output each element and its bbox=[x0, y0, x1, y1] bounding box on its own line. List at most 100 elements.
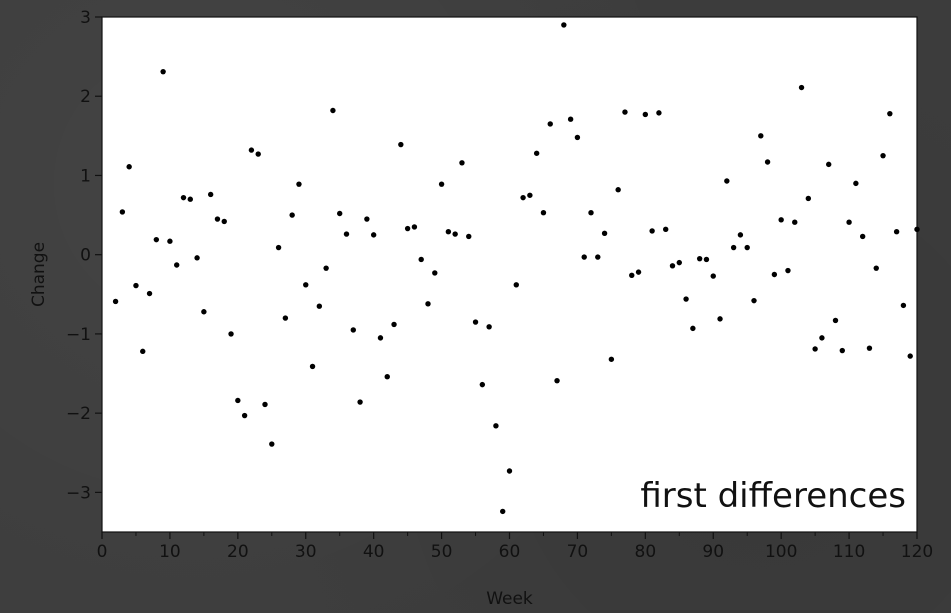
data-point bbox=[819, 335, 825, 341]
data-point bbox=[758, 133, 764, 139]
data-point bbox=[493, 423, 499, 429]
data-point bbox=[391, 321, 397, 328]
annotation-label: first differences bbox=[640, 476, 906, 516]
data-point bbox=[907, 353, 913, 359]
data-point bbox=[235, 397, 241, 404]
data-point bbox=[275, 244, 282, 251]
data-point bbox=[622, 109, 628, 115]
data-point bbox=[282, 315, 289, 321]
data-point bbox=[832, 317, 839, 324]
data-point bbox=[140, 348, 146, 355]
data-point bbox=[398, 141, 404, 148]
data-point bbox=[567, 116, 574, 122]
data-point bbox=[364, 216, 370, 222]
data-point bbox=[812, 346, 818, 352]
x-tick-label: 120 bbox=[901, 542, 933, 562]
data-point bbox=[873, 265, 879, 271]
data-point bbox=[330, 107, 336, 114]
x-tick-labels: 0 10 20 30 40 50 60 70 80 90 100 110 120 bbox=[97, 542, 934, 562]
x-tick-label: 60 bbox=[499, 542, 521, 562]
data-point bbox=[635, 269, 642, 275]
x-tick-label: 10 bbox=[159, 542, 181, 562]
x-tick-label: 40 bbox=[363, 542, 385, 562]
data-point bbox=[357, 399, 363, 405]
data-point bbox=[262, 401, 268, 408]
data-point bbox=[146, 290, 153, 297]
data-point bbox=[533, 150, 540, 156]
data-point bbox=[581, 254, 587, 260]
data-point bbox=[452, 231, 458, 237]
data-point bbox=[180, 194, 187, 201]
x-tick-label: 0 bbox=[97, 542, 108, 562]
data-point bbox=[649, 228, 655, 234]
data-point bbox=[513, 282, 519, 288]
data-point bbox=[323, 265, 329, 271]
data-point bbox=[486, 324, 492, 330]
data-point bbox=[187, 196, 193, 202]
data-point bbox=[241, 412, 248, 419]
data-point bbox=[255, 151, 261, 157]
y-tick-label: 2 bbox=[80, 87, 91, 107]
data-point bbox=[248, 147, 255, 153]
x-tick-label: 80 bbox=[635, 542, 657, 562]
x-tick-label: 20 bbox=[227, 542, 249, 562]
y-tick-labels: −3 −2 −1 0 1 2 3 bbox=[66, 8, 91, 503]
data-point bbox=[350, 327, 356, 333]
data-point bbox=[764, 159, 771, 165]
data-point bbox=[683, 296, 689, 302]
y-tick-label: −3 bbox=[66, 483, 91, 503]
data-point bbox=[384, 374, 390, 380]
data-point bbox=[846, 219, 852, 225]
y-axis-label: Change bbox=[29, 242, 49, 307]
data-point bbox=[839, 347, 845, 354]
data-point bbox=[506, 468, 513, 474]
data-point bbox=[798, 84, 805, 91]
data-point bbox=[153, 236, 160, 243]
x-tick-label: 100 bbox=[765, 542, 797, 562]
y-tick-label: 3 bbox=[80, 8, 91, 28]
plot-area bbox=[101, 16, 918, 533]
data-point bbox=[893, 229, 900, 235]
data-point bbox=[717, 316, 723, 322]
data-point bbox=[751, 297, 757, 304]
y-tick-label: −1 bbox=[66, 325, 91, 345]
data-point bbox=[900, 302, 907, 309]
y-tick-label: 1 bbox=[80, 166, 91, 186]
data-point bbox=[459, 160, 465, 166]
data-point bbox=[710, 273, 716, 279]
data-point bbox=[724, 178, 730, 184]
data-point bbox=[785, 267, 791, 274]
data-point bbox=[554, 377, 560, 384]
data-point bbox=[221, 218, 227, 225]
data-point bbox=[425, 301, 431, 307]
data-point bbox=[744, 244, 750, 251]
data-point bbox=[411, 224, 418, 230]
data-point bbox=[269, 441, 275, 447]
data-point bbox=[527, 192, 533, 198]
data-point bbox=[296, 181, 302, 187]
data-point bbox=[690, 325, 696, 332]
data-point bbox=[771, 271, 778, 278]
data-point bbox=[404, 225, 411, 232]
data-point bbox=[119, 209, 126, 215]
data-point bbox=[703, 256, 710, 263]
data-point bbox=[303, 282, 309, 288]
data-point bbox=[194, 255, 200, 261]
x-tick-label: 90 bbox=[702, 542, 724, 562]
x-tick-label: 70 bbox=[567, 542, 589, 562]
data-point bbox=[778, 217, 784, 223]
data-point bbox=[418, 256, 424, 263]
data-point bbox=[730, 244, 737, 251]
data-point bbox=[601, 230, 608, 236]
data-point bbox=[656, 110, 662, 116]
data-point bbox=[737, 232, 744, 238]
data-point bbox=[547, 121, 553, 127]
data-point bbox=[608, 356, 615, 362]
data-point bbox=[126, 164, 132, 170]
data-point bbox=[377, 335, 384, 341]
data-point bbox=[500, 508, 506, 515]
data-point bbox=[588, 210, 594, 216]
data-point bbox=[316, 303, 323, 309]
data-point bbox=[853, 180, 859, 187]
x-tick-label: 30 bbox=[295, 542, 317, 562]
